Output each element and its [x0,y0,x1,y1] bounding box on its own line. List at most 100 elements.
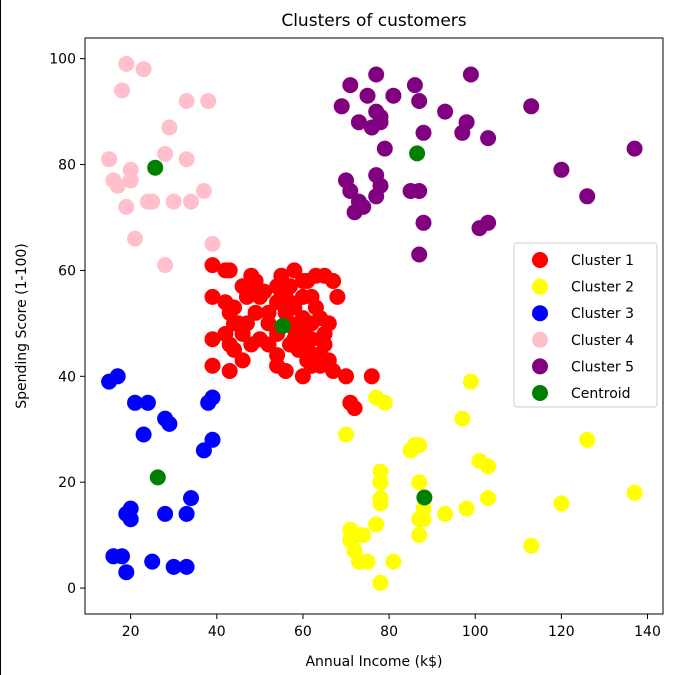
cluster-4-point [118,198,135,215]
cluster-4-point [127,230,143,247]
cluster-4-point [183,193,199,210]
cluster-2-point [372,574,389,591]
cluster-1-point [338,368,354,385]
cluster-1-point [247,304,264,321]
cluster-4-point [200,93,217,109]
centroid-point [409,145,426,162]
cluster-3-point [195,442,212,459]
cluster-2-point [338,426,354,443]
cluster-1-point [221,363,238,379]
cluster-2-point [376,394,393,411]
plot-points [101,55,643,591]
y-tick-label: 40 [58,369,76,385]
cluster-1-point [286,331,303,348]
x-axis-label: Annual Income (k$) [305,654,442,670]
cluster-2-point [437,505,454,522]
y-tick-label: 20 [58,475,76,491]
cluster-1-point [325,273,342,289]
legend: Cluster 1 Cluster 2 Cluster 3 Cluster 4 Clus… [513,242,658,408]
cluster-1-point [204,357,221,374]
x-tick-label: 60 [294,624,312,640]
cluster-2-point [359,553,376,570]
cluster-4-point [204,235,221,252]
cluster-1-point [299,336,316,353]
cluster-1-point [346,400,363,417]
cluster-3-point [114,548,130,565]
legend-label: Cluster 1 [571,253,634,269]
cluster-5-point [437,103,454,120]
cluster-4-point [157,257,174,274]
legend-label: Cluster 2 [571,280,634,296]
cluster-2-point [411,437,428,454]
chart-title: Clusters of customers [281,11,466,31]
cluster-1-point [221,262,238,279]
cluster-5-point [579,188,596,205]
cluster-5-point [480,214,497,231]
cluster-1-point [243,336,260,353]
cluster-5-point [553,161,570,178]
cluster-5-point [415,214,432,231]
centroid-point [274,318,291,334]
cluster-2-point [411,527,428,544]
centroid-point [416,489,433,506]
cluster-4-point [114,82,130,99]
cluster-5-point [406,77,423,94]
plot-frame [84,37,664,615]
cluster-4-point [135,61,152,78]
cluster-3-point [139,394,156,411]
cluster-1-point [329,288,346,305]
centroid-point [149,469,166,486]
cluster-5-point [355,198,372,215]
cluster-3-point [144,553,161,570]
cluster-3-point [161,415,178,432]
cluster-1-point [256,283,273,300]
cluster-1-point [238,315,255,332]
y-tick-label: 60 [58,263,76,279]
cluster-5-point [350,114,367,131]
cluster-4-point [165,193,182,210]
cluster-4-point [122,161,139,178]
cluster-1-point [234,352,251,369]
cluster-4-point [101,151,118,168]
cluster-3-point [127,394,143,411]
cluster-5-point [372,177,389,194]
cluster-5-point [480,130,497,147]
cluster-2-point [579,431,596,448]
y-tick-label: 100 [49,52,76,68]
cluster-2-point [480,490,497,507]
legend-label: Cluster 5 [571,359,634,375]
cluster-5-point [411,246,428,263]
cluster-1-point [204,257,221,274]
legend-marker [532,358,548,375]
axis-ticks: 20 40 60 80 100 120 140 0 20 40 60 80 100 [49,52,661,640]
cluster-5-point [458,114,475,131]
legend-marker [532,278,548,295]
cluster-3-point [204,389,221,406]
cluster-2-point [553,495,570,512]
cluster-5-point [368,66,385,83]
cluster-5-point [376,140,393,157]
cluster-3-point [178,558,195,575]
cluster-3-point [135,426,152,443]
cluster-1-point [294,288,311,305]
cluster-2-point [626,484,643,501]
cluster-2-point [462,373,479,390]
cluster-5-point [385,87,402,104]
cluster-1-point [312,357,329,374]
cluster-3-point [165,558,182,575]
x-tick-label: 40 [208,624,226,640]
cluster-2-point [355,527,372,544]
cluster-1-point [204,331,221,348]
legend-marker [532,385,548,401]
cluster-1-point [325,363,342,379]
cluster-3-point [118,564,135,581]
cluster-1-point [273,267,290,284]
cluster-5-point [415,124,432,141]
cluster-4-point [157,145,174,162]
cluster-5-point [333,98,350,115]
y-axis-label: Spending Score (1-100) [14,243,30,409]
cluster-3-point [183,490,199,507]
y-tick-label: 80 [58,158,76,174]
cluster-4-point [144,193,161,210]
cluster-3-point [157,505,174,522]
